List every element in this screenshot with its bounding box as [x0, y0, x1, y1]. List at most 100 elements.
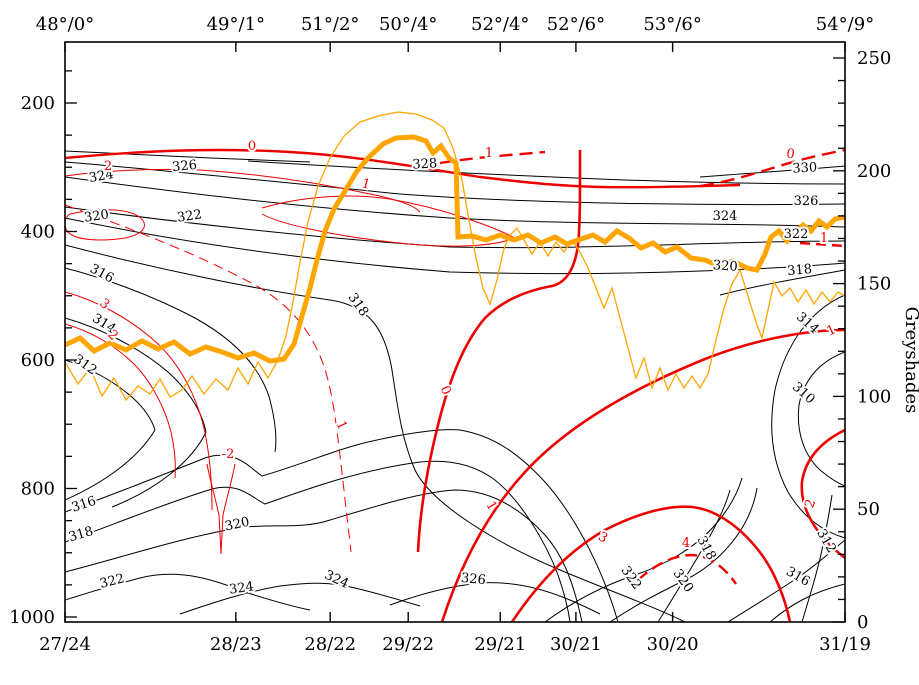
red-contour	[699, 148, 845, 188]
red-contour	[65, 148, 741, 189]
bottom-axis-tick-label: 28/23	[210, 634, 262, 655]
top-axis-tick-label: 49°/1°	[207, 14, 265, 35]
top-axis-tick-label: 54°/9°	[816, 14, 874, 35]
black-contour	[65, 359, 156, 431]
bottom-axis-tick-label: 27/24	[39, 634, 91, 655]
black-contour-label: 322	[618, 564, 645, 593]
black-contour-label: 326	[460, 571, 486, 589]
red-contour-label: 1	[360, 176, 372, 193]
black-contour	[797, 351, 845, 487]
left-axis-tick-label: 1000	[9, 607, 55, 628]
black-contour-label: 322	[784, 227, 809, 242]
right-axis-tick-label: 250	[857, 48, 891, 69]
black-contour	[65, 176, 845, 228]
bottom-axis-tick-label: 31/19	[819, 634, 871, 655]
left-axis-tick-label: 400	[21, 222, 55, 243]
black-contour	[179, 582, 421, 615]
black-contour	[699, 165, 845, 178]
red-contour	[65, 291, 213, 511]
black-contour	[65, 217, 845, 275]
right-axis-tick-label: 150	[857, 274, 891, 295]
red-contour	[416, 149, 582, 553]
right-axis-tick-label: 100	[857, 386, 891, 407]
black-contour-label: 324	[228, 579, 255, 597]
right-axis-tick-label: 50	[857, 499, 880, 520]
black-contour	[801, 494, 833, 622]
trajectory-line-thin	[65, 111, 845, 402]
black-contour-label: 318	[787, 262, 813, 279]
black-contour	[65, 489, 583, 622]
black-contour	[657, 489, 731, 622]
black-contour	[769, 583, 845, 622]
black-contour	[609, 487, 758, 622]
plot-frame	[64, 41, 846, 623]
left-axis-tick-label: 200	[21, 93, 55, 114]
black-contour	[65, 267, 277, 453]
black-contour-label: 326	[172, 158, 198, 176]
black-contour	[389, 582, 601, 615]
red-contour-label: 1	[485, 146, 493, 161]
black-contour-label: 320	[83, 207, 110, 225]
red-contour-label: 3	[595, 529, 610, 546]
black-contour	[544, 477, 743, 622]
black-contour-label: 322	[98, 571, 126, 592]
black-contour	[65, 150, 311, 163]
black-contour-label: 316	[70, 494, 98, 516]
red-contour-label: 2	[104, 159, 112, 174]
black-contour-label: 330	[792, 160, 818, 176]
trajectory-line-thick	[65, 134, 845, 364]
top-axis-tick-label: 50°/4°	[379, 14, 437, 35]
black-contour-label: 320	[224, 515, 251, 535]
black-contour-label: 316	[87, 261, 116, 286]
black-contour	[65, 161, 845, 206]
black-contour	[65, 573, 311, 611]
black-contour	[65, 429, 156, 501]
black-contour	[247, 160, 845, 185]
black-contour-label: 320	[670, 567, 697, 596]
black-contour	[65, 429, 619, 622]
right-axis-tick-label: 200	[857, 161, 891, 182]
red-contour	[440, 328, 845, 622]
bottom-axis-tick-label: 29/21	[474, 634, 526, 655]
black-contour-label: 318	[67, 524, 95, 545]
top-axis-tick-label: 52°/6°	[547, 14, 605, 35]
black-contour-label: 324	[713, 209, 738, 224]
top-axis-tick-label: 51°/2°	[301, 14, 359, 35]
black-contour-label: 328	[412, 156, 438, 172]
red-contour	[637, 553, 737, 585]
red-contour-label: -2	[222, 447, 235, 462]
right-axis-title: Greyshades	[901, 307, 919, 414]
red-contour-label: 4	[682, 536, 690, 551]
black-contour	[719, 269, 845, 296]
top-axis-tick-label: 52°/4°	[471, 14, 529, 35]
red-contour-label: 1	[482, 499, 499, 514]
right-axis-tick-label: 0	[857, 612, 868, 633]
black-contour	[111, 431, 207, 508]
bottom-axis-tick-label: 29/22	[382, 634, 434, 655]
black-contour	[65, 206, 845, 249]
top-axis-tick-label: 53°/6°	[643, 14, 701, 35]
red-contour	[206, 463, 236, 555]
black-contour	[65, 244, 686, 622]
red-contour	[510, 505, 792, 622]
black-contour-label: 324	[322, 568, 351, 592]
left-axis-tick-label: 800	[21, 479, 55, 500]
black-contour-label: 310	[789, 380, 817, 408]
black-contour	[65, 460, 571, 622]
red-contour-label: 0	[248, 139, 256, 154]
bottom-axis-tick-label: 30/20	[647, 634, 699, 655]
red-contour	[800, 428, 845, 560]
black-contour-label: 316	[783, 564, 812, 589]
red-contour-label: 0	[785, 147, 795, 163]
black-contour-label: 326	[794, 194, 819, 209]
bottom-axis-tick-label: 28/22	[304, 634, 356, 655]
black-contour-label: 324	[88, 167, 115, 186]
red-contour-label: 1	[820, 231, 828, 246]
top-axis-tick-label: 48°/0°	[36, 14, 94, 35]
left-axis-tick-label: 600	[21, 350, 55, 371]
bottom-axis-tick-label: 30/21	[550, 634, 602, 655]
black-contour-label: 322	[176, 207, 203, 225]
